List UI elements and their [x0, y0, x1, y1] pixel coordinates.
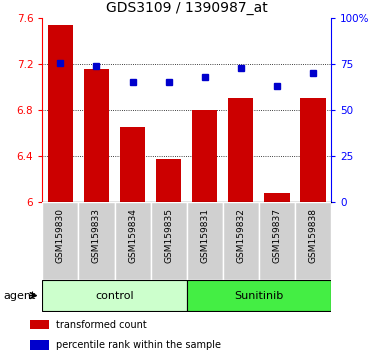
- Text: GSM159830: GSM159830: [56, 208, 65, 263]
- Bar: [42, 280, 187, 311]
- Bar: [187, 202, 223, 280]
- Text: GSM159834: GSM159834: [128, 208, 137, 263]
- Text: transformed count: transformed count: [56, 320, 147, 330]
- Text: Sunitinib: Sunitinib: [234, 291, 283, 301]
- Bar: [48, 24, 73, 202]
- Text: GSM159835: GSM159835: [164, 208, 173, 263]
- Bar: [30, 341, 49, 350]
- Text: GSM159831: GSM159831: [200, 208, 209, 263]
- Bar: [30, 320, 49, 329]
- Bar: [79, 202, 115, 280]
- Bar: [300, 98, 326, 202]
- Bar: [228, 98, 253, 202]
- Bar: [192, 110, 218, 202]
- Bar: [156, 159, 181, 202]
- Bar: [42, 202, 79, 280]
- Bar: [151, 202, 187, 280]
- Bar: [295, 202, 331, 280]
- Title: GDS3109 / 1390987_at: GDS3109 / 1390987_at: [106, 1, 268, 15]
- Bar: [84, 69, 109, 202]
- Text: GSM159832: GSM159832: [236, 208, 245, 263]
- Text: control: control: [95, 291, 134, 301]
- Bar: [120, 127, 145, 202]
- Bar: [264, 193, 290, 202]
- Bar: [223, 202, 259, 280]
- Text: percentile rank within the sample: percentile rank within the sample: [56, 340, 221, 350]
- Text: GSM159833: GSM159833: [92, 208, 101, 263]
- Text: GSM159837: GSM159837: [273, 208, 281, 263]
- Text: GSM159838: GSM159838: [308, 208, 318, 263]
- Bar: [187, 280, 331, 311]
- Text: agent: agent: [4, 291, 36, 301]
- Bar: [259, 202, 295, 280]
- Bar: [115, 202, 151, 280]
